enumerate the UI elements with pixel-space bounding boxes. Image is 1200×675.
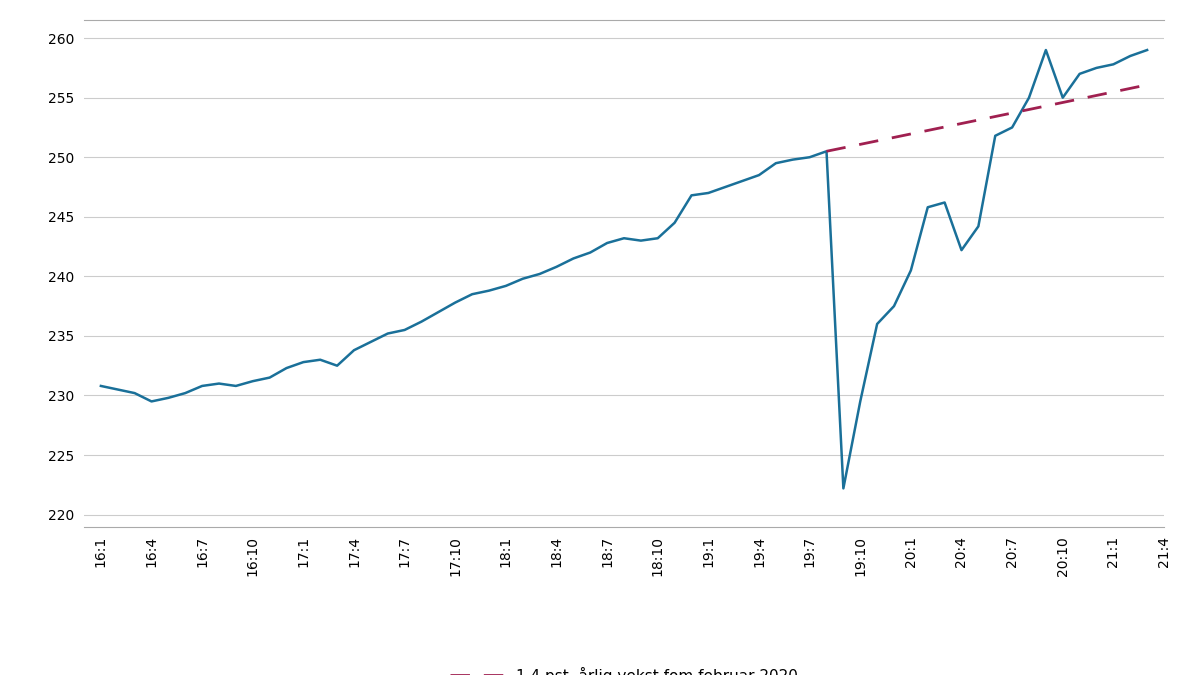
1,4 pst. årlig vekst fom februar 2020 — [1073, 95, 1087, 103]
Line: 1,4 pst. årlig vekst fom februar 2020: 1,4 pst. årlig vekst fom februar 2020 — [827, 85, 1147, 151]
1,4 pst. årlig vekst fom februar 2020 — [820, 147, 834, 155]
1,4 pst. årlig vekst fom februar 2020 — [988, 113, 1002, 121]
1,4 pst. årlig vekst fom februar 2020 — [904, 130, 918, 138]
1,4 pst. årlig vekst fom februar 2020 — [853, 140, 868, 148]
1,4 pst. årlig vekst fom februar 2020 — [870, 137, 884, 145]
1,4 pst. årlig vekst fom februar 2020 — [1004, 109, 1019, 117]
1,4 pst. årlig vekst fom februar 2020 — [1123, 84, 1138, 92]
1,4 pst. årlig vekst fom februar 2020 — [1039, 102, 1054, 110]
1,4 pst. årlig vekst fom februar 2020 — [954, 119, 968, 128]
1,4 pst. årlig vekst fom februar 2020 — [971, 116, 985, 124]
1,4 pst. årlig vekst fom februar 2020 — [1056, 99, 1070, 107]
1,4 pst. årlig vekst fom februar 2020 — [920, 126, 935, 134]
Legend: 1,4 pst. årlig vekst fom februar 2020: 1,4 pst. årlig vekst fom februar 2020 — [444, 661, 804, 675]
1,4 pst. årlig vekst fom februar 2020 — [937, 123, 952, 131]
1,4 pst. årlig vekst fom februar 2020 — [1022, 105, 1037, 113]
1,4 pst. årlig vekst fom februar 2020 — [887, 134, 901, 142]
1,4 pst. årlig vekst fom februar 2020 — [836, 144, 851, 152]
1,4 pst. årlig vekst fom februar 2020 — [1140, 81, 1154, 89]
1,4 pst. årlig vekst fom februar 2020 — [1090, 91, 1104, 99]
1,4 pst. årlig vekst fom februar 2020 — [1106, 88, 1121, 96]
